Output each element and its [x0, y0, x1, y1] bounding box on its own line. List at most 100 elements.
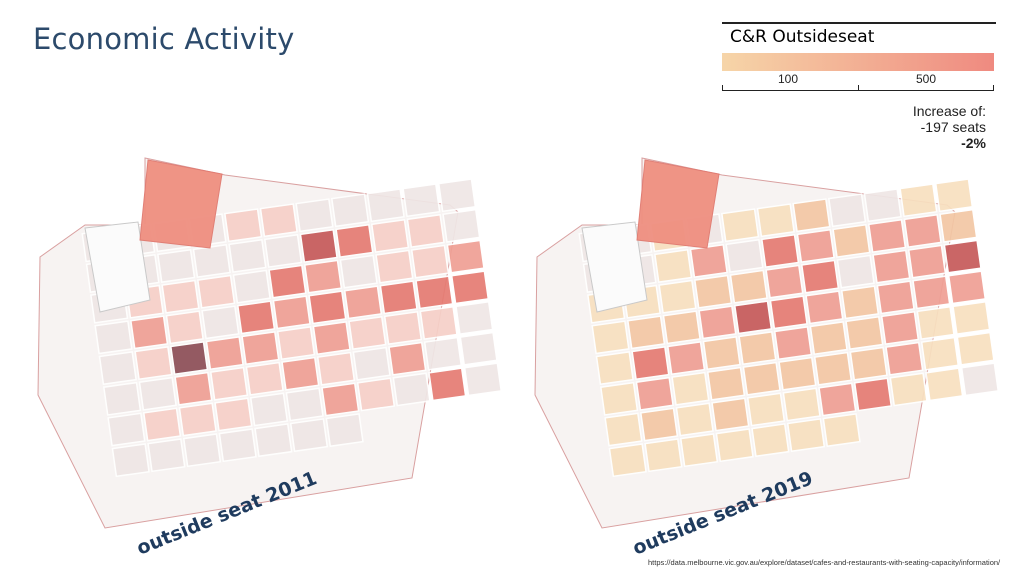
city-block	[174, 371, 213, 406]
city-block	[889, 372, 928, 407]
city-block	[698, 305, 737, 340]
city-block	[415, 275, 454, 310]
city-block	[308, 290, 347, 325]
city-block	[459, 331, 498, 366]
city-block	[880, 310, 920, 345]
city-block	[769, 295, 808, 330]
city-block	[689, 243, 728, 278]
city-block	[437, 178, 477, 213]
city-block	[423, 336, 463, 371]
city-block	[366, 188, 405, 223]
city-block	[595, 351, 634, 386]
city-block	[679, 433, 719, 468]
city-block	[635, 376, 674, 411]
city-block	[729, 269, 768, 304]
city-block	[742, 361, 781, 396]
city-block	[312, 320, 351, 356]
city-block	[608, 443, 647, 478]
market-block	[139, 159, 223, 249]
city-block	[639, 407, 679, 442]
city-block	[232, 269, 271, 304]
city-block	[325, 413, 364, 448]
legend-tick	[722, 85, 723, 91]
city-block	[214, 397, 253, 432]
city-block	[335, 223, 374, 258]
city-block	[872, 249, 911, 284]
city-block	[725, 238, 764, 273]
legend-tick	[993, 85, 994, 91]
city-block	[778, 356, 817, 391]
city-block	[604, 412, 643, 447]
city-block	[822, 413, 861, 448]
city-block	[102, 381, 142, 416]
city-block	[786, 418, 826, 453]
city-block	[138, 376, 177, 411]
city-block	[805, 290, 844, 325]
city-block	[934, 178, 974, 213]
city-block	[169, 341, 209, 376]
legend-tick-label-500: 500	[915, 72, 937, 86]
city-block	[276, 326, 316, 361]
city-block	[773, 326, 813, 361]
city-block	[209, 366, 249, 401]
city-block	[442, 208, 481, 243]
city-block	[693, 274, 733, 309]
city-block	[281, 356, 320, 391]
city-block	[706, 366, 746, 401]
city-block	[316, 351, 356, 386]
city-block	[428, 367, 467, 402]
city-block	[218, 428, 257, 463]
city-block	[849, 346, 888, 381]
city-block	[224, 208, 263, 243]
city-block	[348, 315, 387, 350]
city-block	[702, 336, 741, 371]
city-block	[295, 198, 334, 233]
city-block	[289, 418, 329, 453]
city-block	[925, 367, 964, 402]
city-block	[147, 438, 186, 473]
city-block	[845, 315, 884, 350]
city-block	[410, 244, 450, 279]
city-block	[321, 382, 360, 417]
city-block	[658, 279, 697, 314]
city-block	[383, 310, 423, 345]
city-block	[178, 402, 217, 437]
city-block	[912, 275, 951, 310]
city-block	[853, 377, 893, 412]
city-block	[920, 336, 960, 371]
city-block	[236, 300, 276, 335]
city-block	[111, 443, 150, 478]
city-block	[907, 244, 947, 279]
city-block	[671, 371, 710, 406]
city-block	[711, 397, 750, 432]
city-block	[903, 213, 942, 248]
city-block	[765, 264, 804, 299]
city-block	[330, 193, 370, 228]
legend-color-ramp	[722, 53, 994, 71]
city-block	[406, 213, 445, 248]
city-block	[161, 279, 200, 314]
city-block	[818, 382, 857, 417]
city-block	[285, 387, 324, 422]
city-block	[463, 362, 503, 397]
city-block	[455, 300, 494, 335]
increase-summary: Increase of: -197 seats -2%	[913, 103, 986, 151]
city-block	[130, 315, 169, 350]
legend: C&R Outsideseat 100 500	[722, 22, 996, 94]
legend-top-rule	[722, 22, 996, 24]
city-block	[245, 361, 284, 396]
city-block	[813, 351, 853, 386]
city-block	[840, 285, 880, 320]
city-block	[599, 381, 639, 416]
city-block	[631, 346, 670, 381]
city-block	[796, 228, 835, 263]
city-block	[299, 228, 338, 263]
city-block	[751, 423, 790, 458]
city-block	[939, 208, 978, 243]
source-url: https://data.melbourne.vic.gov.au/explor…	[648, 558, 1001, 567]
city-block	[343, 285, 383, 320]
city-block	[254, 423, 293, 458]
city-block	[192, 243, 231, 278]
city-block	[107, 412, 146, 447]
city-block	[756, 203, 795, 238]
